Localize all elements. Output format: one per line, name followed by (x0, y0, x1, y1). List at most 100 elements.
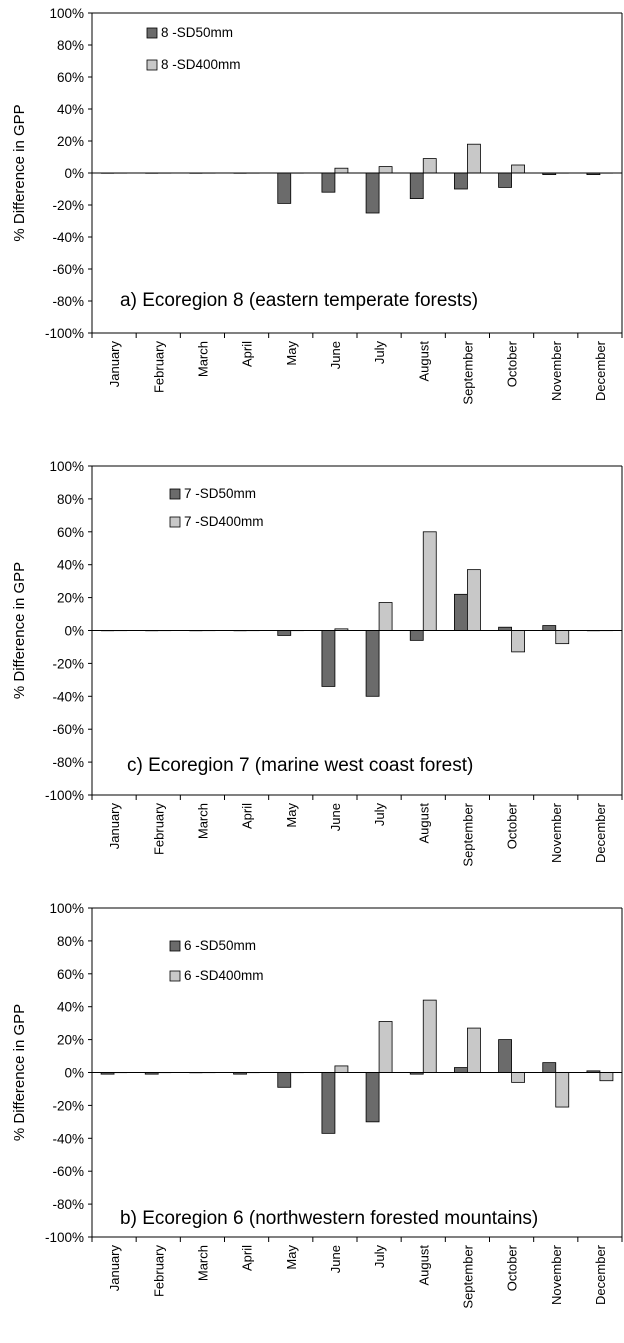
y-tick-label: 0% (64, 1066, 84, 1081)
panel-letter: a) (120, 290, 137, 311)
bar-sd50-may (277, 172, 292, 204)
y-tick-label: 80% (57, 492, 84, 507)
bar-sd50-may (277, 1072, 292, 1088)
legend-swatch (146, 59, 158, 71)
y-tick-label: 0% (64, 166, 84, 181)
y-tick-label: 100% (49, 6, 84, 21)
y-tick-label: -80% (52, 1197, 84, 1212)
bar-sd400-october (511, 1072, 525, 1083)
x-tick-label-july: July (372, 341, 387, 365)
x-tick-label-june: June (328, 1245, 343, 1273)
bar-sd400-september (467, 143, 481, 174)
x-tick-label-may: May (284, 803, 299, 828)
panel-title-text: Ecoregion 8 (eastern temperate forests) (142, 290, 478, 311)
y-tick-label: 100% (49, 901, 84, 916)
x-tick-label-july: July (372, 803, 387, 827)
x-tick-label-october: October (505, 340, 520, 387)
bar-sd50-june (321, 1072, 336, 1134)
x-tick-label-january: January (107, 803, 122, 850)
x-tick-label-november: November (549, 340, 564, 401)
y-tick-label: -20% (52, 1098, 84, 1113)
bar-sd400-august (422, 999, 437, 1073)
legend-label: 6 -SD400mm (184, 968, 264, 983)
y-tick-label: -80% (52, 755, 84, 770)
y-tick-label: -40% (52, 1131, 84, 1146)
x-tick-label-august: August (416, 1245, 431, 1286)
bar-sd50-september (454, 593, 468, 631)
y-tick-label: -60% (52, 722, 84, 737)
y-tick-label: -100% (45, 326, 84, 341)
bar-sd50-november (542, 1062, 557, 1073)
bar-sd400-july (378, 1021, 393, 1073)
x-tick-label-september: September (460, 802, 475, 866)
x-tick-label-august: August (416, 803, 431, 844)
x-tick-label-june: June (328, 803, 343, 831)
bar-sd400-september (467, 569, 481, 631)
x-tick-label-august: August (416, 341, 431, 382)
x-tick-label-december: December (593, 802, 608, 863)
y-axis-label: % Difference in GPP (11, 1004, 28, 1141)
x-tick-label-february: February (151, 803, 166, 856)
bar-sd50-october (498, 1039, 512, 1073)
panel-letter: b) (120, 1208, 137, 1229)
bar-sd50-november (542, 625, 557, 631)
y-tick-label: 20% (57, 134, 84, 149)
legend-label: 7 -SD50mm (184, 486, 256, 501)
y-axis-label: % Difference in GPP (11, 104, 28, 241)
y-tick-label: -20% (52, 198, 84, 213)
bar-sd50-august (409, 630, 424, 641)
bar-sd400-june (334, 167, 349, 174)
x-tick-label-february: February (151, 1245, 166, 1298)
x-tick-label-march: March (195, 341, 210, 377)
x-tick-label-march: March (195, 1245, 210, 1281)
y-axis-label: % Difference in GPP (11, 562, 28, 699)
legend-swatch (146, 27, 158, 39)
x-tick-label-june: June (328, 341, 343, 369)
x-tick-label-march: March (195, 803, 210, 839)
x-tick-label-november: November (549, 1244, 564, 1305)
x-tick-label-september: September (460, 1244, 475, 1308)
chart-panel-2: 100% 80% 60% 40% 20% 0% -20% -40% -60% -80% -100%%… (11, 459, 623, 867)
y-tick-label: 80% (57, 934, 84, 949)
y-tick-label: -40% (52, 689, 84, 704)
y-tick-label: -60% (52, 1164, 84, 1179)
legend-label: 7 -SD400mm (184, 514, 264, 529)
legend-label: 8 -SD400mm (161, 57, 241, 72)
bar-sd50-september (454, 1067, 468, 1073)
bar-sd400-july (378, 602, 393, 631)
y-tick-label: -100% (45, 788, 84, 803)
bar-sd50-august (409, 172, 424, 200)
y-tick-label: 60% (57, 70, 84, 85)
x-tick-label-february: February (151, 341, 166, 394)
panel-title: a) Ecoregion 8 (eastern temperate forest… (120, 290, 478, 311)
y-tick-label: -100% (45, 1230, 84, 1245)
bar-sd400-november (555, 630, 570, 645)
y-tick-label: 60% (57, 967, 84, 982)
x-tick-label-july: July (372, 1245, 387, 1269)
chart-panel-1: 100% 80% 60% 40% 20% 0% -20% -40% -60% -80% -100%%… (11, 6, 623, 405)
y-tick-label: -20% (52, 656, 84, 671)
panel-title: b) Ecoregion 6 (northwestern forested mo… (120, 1208, 538, 1229)
x-tick-label-january: January (107, 1245, 122, 1292)
y-tick-label: 20% (57, 591, 84, 606)
y-tick-label: 0% (64, 624, 84, 639)
legend-label: 8 -SD50mm (161, 25, 233, 40)
x-tick-label-may: May (284, 1245, 299, 1270)
x-tick-label-september: September (460, 340, 475, 404)
bar-sd400-october (511, 630, 525, 653)
x-tick-label-april: April (240, 803, 255, 829)
legend-swatch (169, 488, 181, 500)
y-tick-label: 80% (57, 38, 84, 53)
bar-sd400-december (599, 1072, 614, 1082)
x-tick-label-january: January (107, 341, 122, 388)
panel-letter: c) (127, 755, 143, 776)
legend-swatch (169, 516, 181, 528)
legend-label: 6 -SD50mm (184, 938, 256, 953)
bar-sd400-august (422, 531, 437, 631)
x-tick-label-may: May (284, 341, 299, 366)
bar-sd50-july (365, 172, 380, 214)
bar-sd400-june (334, 1065, 349, 1073)
bar-sd50-september (454, 172, 468, 190)
y-tick-label: -80% (52, 294, 84, 309)
